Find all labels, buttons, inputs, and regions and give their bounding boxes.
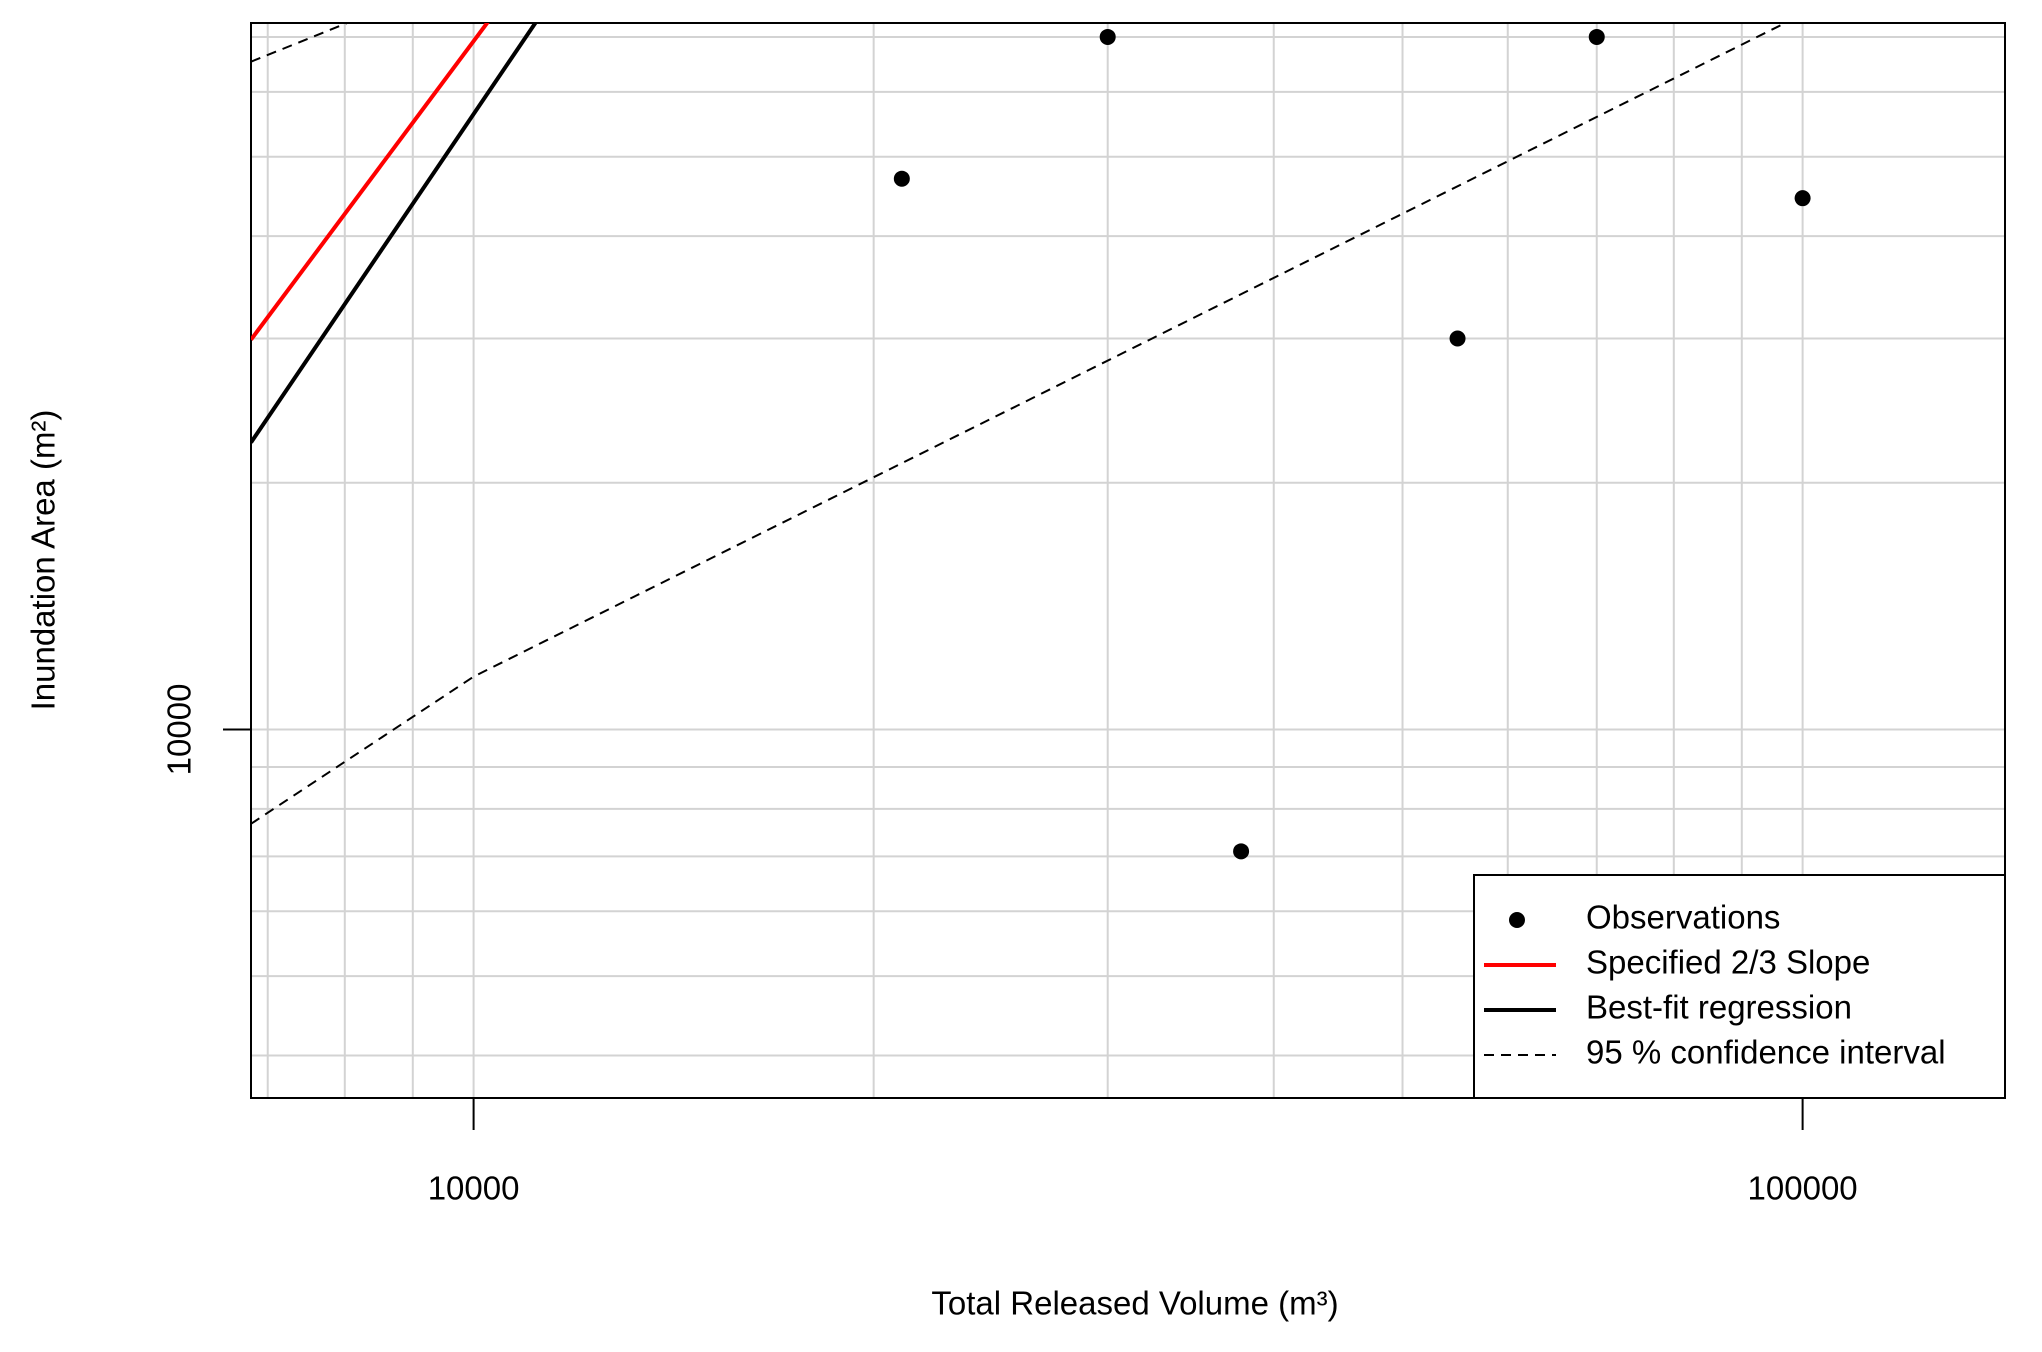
legend-label: Observations bbox=[1586, 899, 1780, 936]
observation-point bbox=[1233, 843, 1250, 860]
plot-frame bbox=[250, 22, 2006, 1099]
legend-box bbox=[1473, 874, 2006, 1099]
plot-area bbox=[251, 23, 1811, 860]
x-tick-label: 10000 bbox=[428, 1170, 520, 1207]
x-tick-label: 100000 bbox=[1748, 1170, 1858, 1207]
legend-label: Specified 2/3 Slope bbox=[1586, 944, 1870, 981]
x-axis-label: Total Released Volume (m³) bbox=[931, 1285, 1338, 1322]
observation-point bbox=[1099, 28, 1116, 45]
legend: Observations Specified 2/3 Slope Best-fit … bbox=[1473, 874, 2006, 1099]
dashed-line bbox=[251, 23, 1788, 825]
y-axis-label: Inundation Area (m²) bbox=[25, 410, 62, 711]
legend-label: Best-fit regression bbox=[1586, 989, 1852, 1026]
dashed-line bbox=[251, 23, 350, 63]
observation-point bbox=[893, 170, 910, 187]
observation-point bbox=[1588, 28, 1605, 45]
legend-symbol bbox=[1509, 912, 1525, 928]
observation-point bbox=[1449, 330, 1466, 347]
legend-label: 95 % confidence interval bbox=[1586, 1034, 1946, 1071]
y-tick-label: 10000 bbox=[161, 684, 198, 776]
observation-point bbox=[1794, 190, 1811, 207]
